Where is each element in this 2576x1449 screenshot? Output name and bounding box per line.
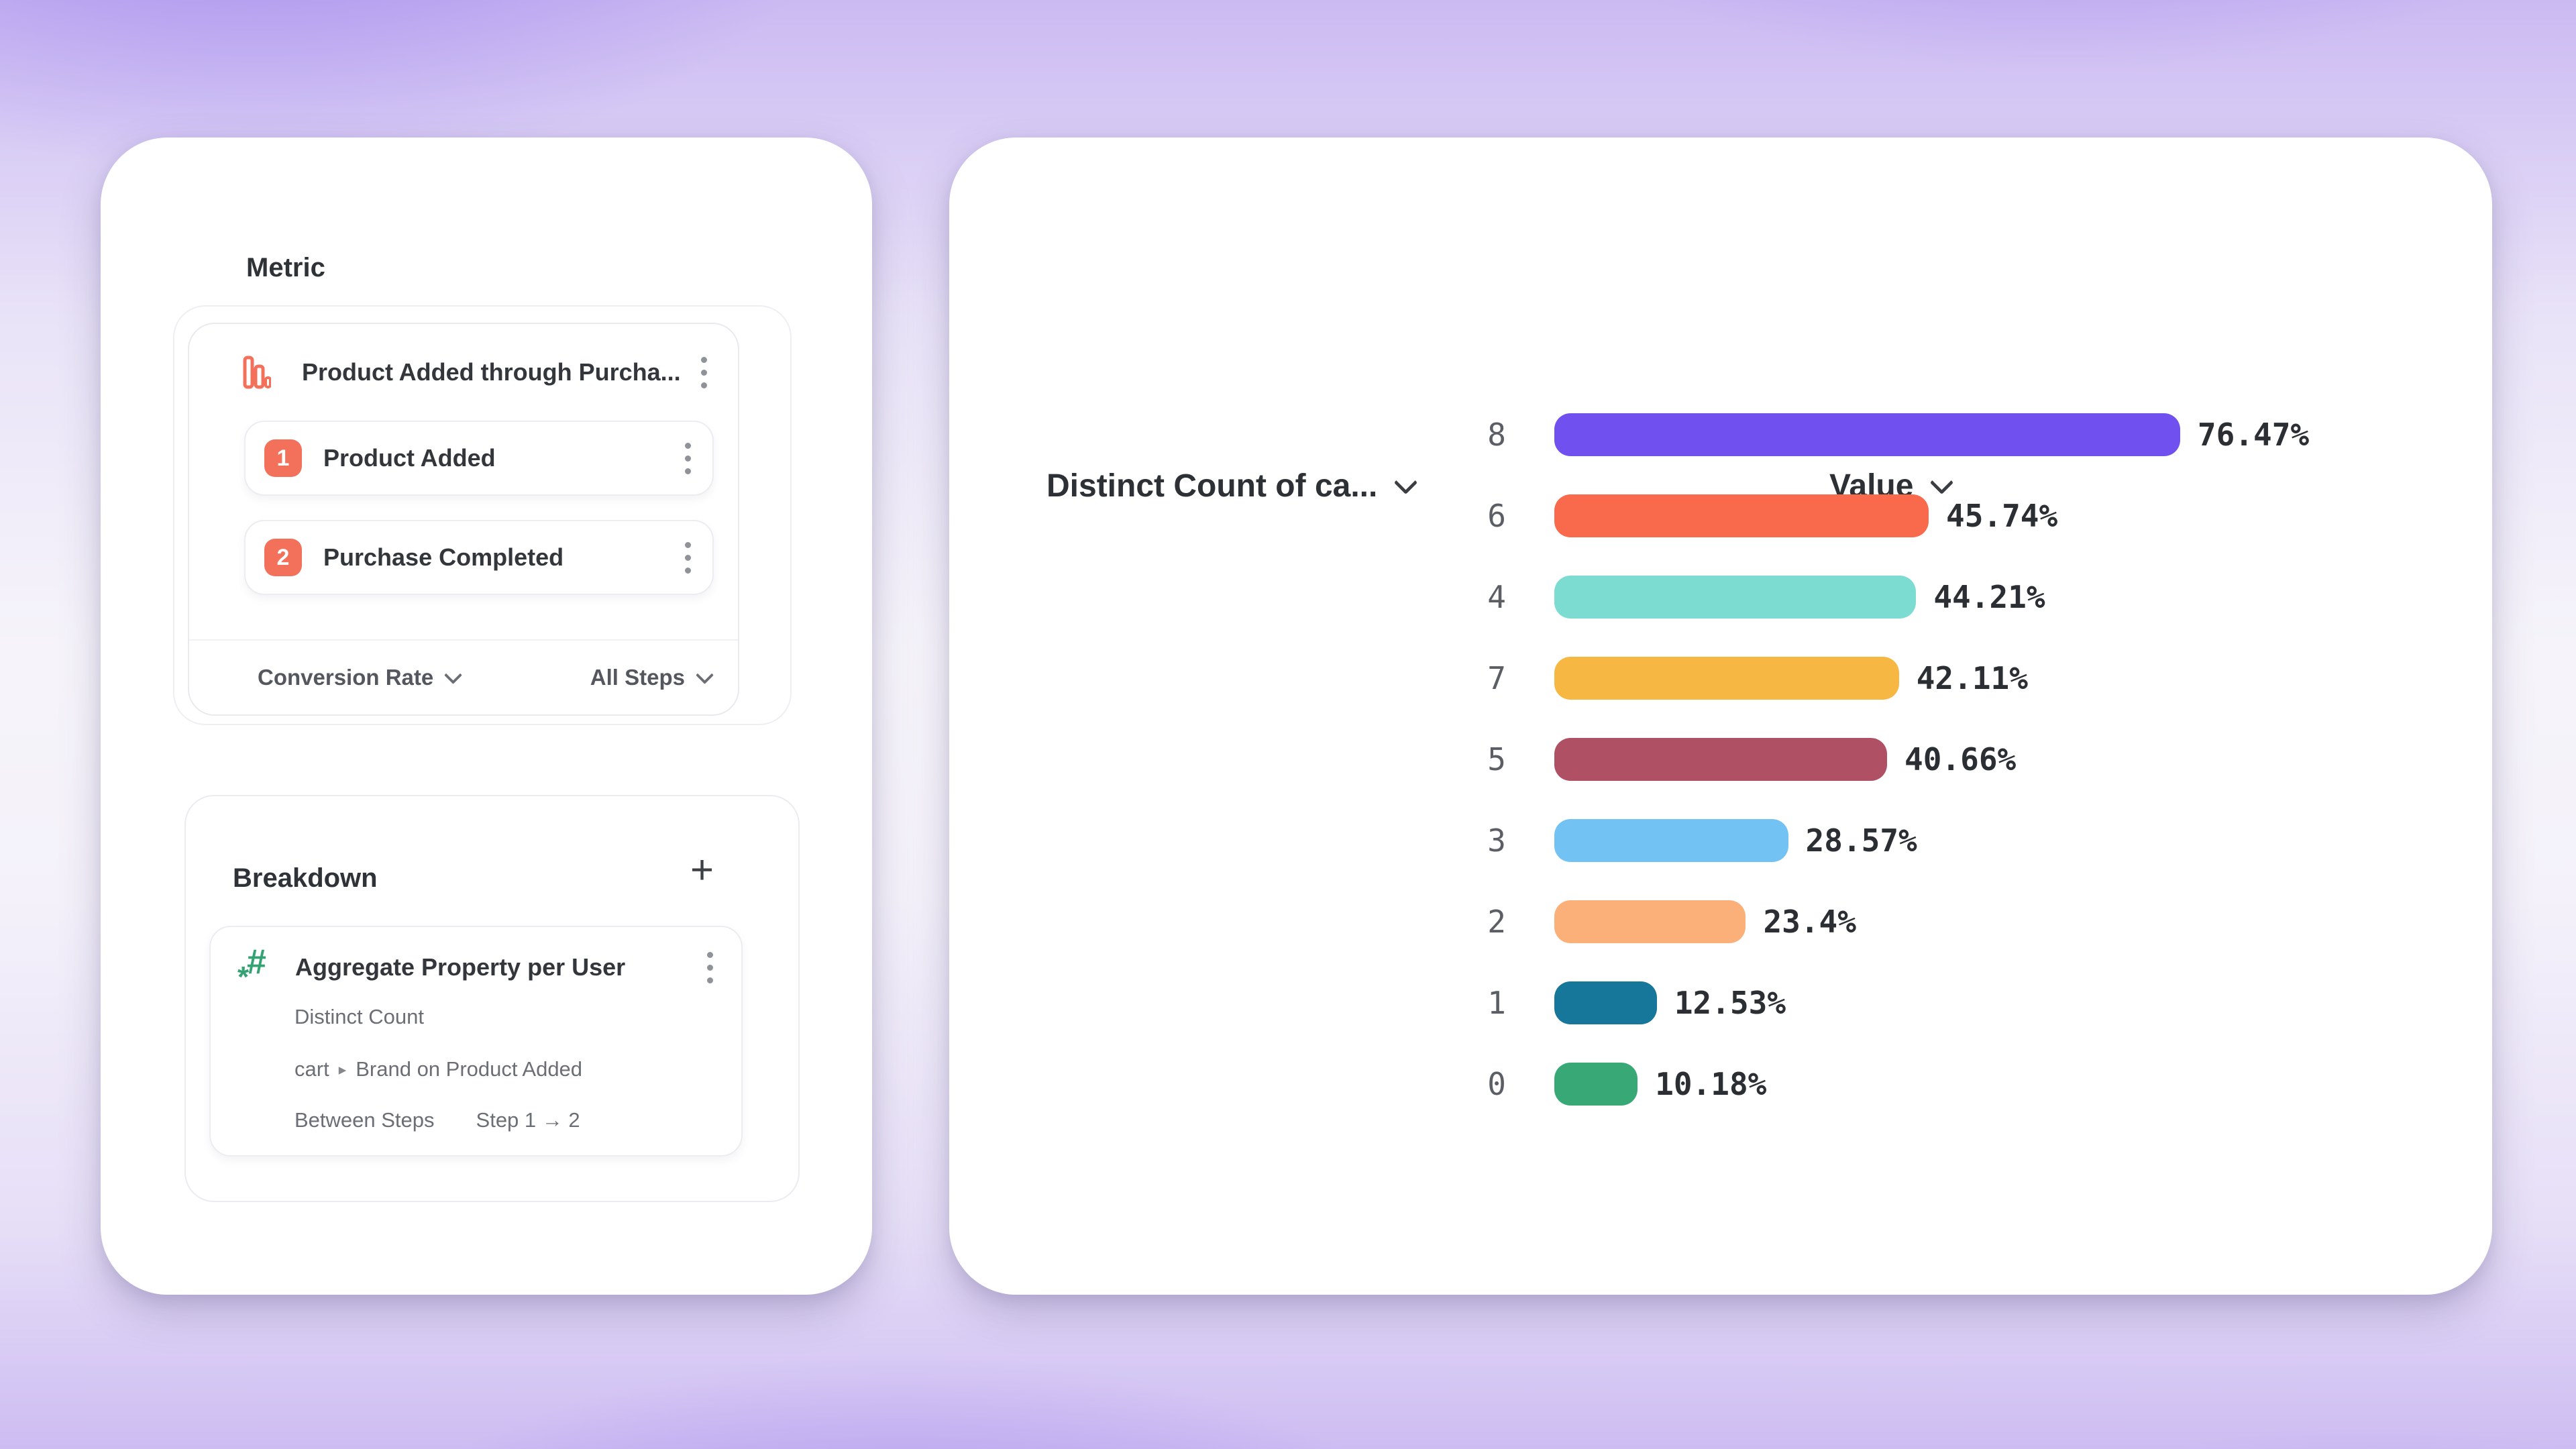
all-steps-label: All Steps xyxy=(590,665,685,690)
property-event: cart xyxy=(294,1057,329,1081)
metric-event-name: Product Added through Purcha... xyxy=(302,358,681,386)
category-column-header[interactable]: Distinct Count of ca... xyxy=(1046,468,1418,504)
category-label: 4 xyxy=(1487,578,1506,615)
chart-row: 0 10.18% xyxy=(949,1043,2492,1124)
value-label: 42.11% xyxy=(1916,659,2028,696)
chart-row: 7 42.11% xyxy=(949,637,2492,718)
numeric-property-icon: # * xyxy=(237,943,266,994)
breakdown-item-name: Aggregate Property per User xyxy=(295,953,626,981)
kebab-menu-icon[interactable] xyxy=(680,437,696,480)
value-bar[interactable] xyxy=(1554,575,1917,619)
value-bar[interactable] xyxy=(1554,981,1657,1024)
kebab-menu-icon[interactable] xyxy=(680,537,696,579)
value-label: 23.4% xyxy=(1763,903,1856,940)
breakdown-timing[interactable]: Between Steps Step 1 → 2 xyxy=(294,1108,580,1132)
chart-row: 5 40.66% xyxy=(949,718,2492,800)
value-bar[interactable] xyxy=(1554,656,1899,700)
funnel-chart-icon xyxy=(243,356,271,389)
category-label: 7 xyxy=(1487,659,1506,696)
breakdown-item-card[interactable]: # * Aggregate Property per User Distinct … xyxy=(209,926,743,1157)
kebab-menu-icon[interactable] xyxy=(702,947,718,989)
add-breakdown-button[interactable]: + xyxy=(690,847,714,892)
metric-card: Product Added through Purcha... 1 Produc… xyxy=(188,323,739,716)
value-bar[interactable] xyxy=(1554,1062,1638,1106)
metric-event-row[interactable]: Product Added through Purcha... xyxy=(189,324,738,421)
category-label: 3 xyxy=(1487,822,1506,859)
metric-card-stack: Product Added through Purcha... 1 Produc… xyxy=(173,305,792,725)
category-label: 5 xyxy=(1487,741,1506,777)
chevron-down-icon xyxy=(696,665,714,684)
breakdown-aggregation[interactable]: Distinct Count xyxy=(294,1005,424,1028)
query-builder-panel: Metric Product Added through Purcha... 1… xyxy=(101,138,872,1295)
metric-footer: Conversion Rate All Steps xyxy=(189,639,738,714)
kebab-menu-icon[interactable] xyxy=(696,352,712,394)
value-bar[interactable] xyxy=(1554,900,1746,943)
conversion-rate-label: Conversion Rate xyxy=(258,665,434,690)
metric-section-title: Metric xyxy=(246,253,325,282)
value-label: 45.74% xyxy=(1946,497,2058,534)
value-bar[interactable] xyxy=(1554,818,1788,862)
value-label: 12.53% xyxy=(1674,984,1786,1021)
value-label: 40.66% xyxy=(1904,741,2017,777)
breakdown-section-title: Breakdown xyxy=(233,863,378,893)
chart-rows: 8 76.47% 6 45.74% 4 44.21% 7 42.11% 5 40.66% 3 28.5… xyxy=(949,394,2492,1124)
category-label: 1 xyxy=(1487,984,1506,1021)
value-bar[interactable] xyxy=(1554,494,1929,537)
breakdown-section: Breakdown + # * Aggregate Property per Us… xyxy=(184,795,800,1202)
value-label: 44.21% xyxy=(1933,578,2045,615)
category-label: 0 xyxy=(1487,1065,1506,1102)
property-separator-icon: ▸ xyxy=(338,1060,347,1078)
step-event-label: Purchase Completed xyxy=(323,543,564,571)
breakdown-property[interactable]: cart ▸ Brand on Product Added xyxy=(294,1057,582,1081)
breakdown-item-header: # * Aggregate Property per User xyxy=(237,943,718,994)
all-steps-dropdown[interactable]: All Steps xyxy=(590,665,714,690)
conversion-rate-dropdown[interactable]: Conversion Rate xyxy=(258,665,463,690)
chart-row: 3 28.57% xyxy=(949,800,2492,881)
chart-row: 6 45.74% xyxy=(949,475,2492,556)
step-number-badge: 2 xyxy=(264,539,302,576)
chart-row: 2 23.4% xyxy=(949,881,2492,962)
step-event-label: Product Added xyxy=(323,444,496,472)
chart-panel: Distinct Count of ca... Value 8 76.47% 6 45… xyxy=(949,138,2492,1295)
category-label: 6 xyxy=(1487,497,1506,534)
chart-row: 1 12.53% xyxy=(949,962,2492,1043)
category-label: 2 xyxy=(1487,903,1506,940)
timing-value: Step 1 → 2 xyxy=(476,1108,580,1132)
property-name: Brand on Product Added xyxy=(356,1057,583,1081)
value-label: 10.18% xyxy=(1655,1065,1767,1102)
value-bar[interactable] xyxy=(1554,737,1888,781)
chart-row: 8 76.47% xyxy=(949,394,2492,475)
timing-label: Between Steps xyxy=(294,1108,435,1132)
value-label: 28.57% xyxy=(1805,822,1917,859)
step-number-badge: 1 xyxy=(264,439,302,477)
chevron-down-icon xyxy=(444,665,463,684)
funnel-step-row[interactable]: 1 Product Added xyxy=(244,421,714,496)
value-label: 76.47% xyxy=(2197,416,2310,453)
value-bar[interactable] xyxy=(1554,413,2180,456)
funnel-step-row[interactable]: 2 Purchase Completed xyxy=(244,520,714,595)
chart-row: 4 44.21% xyxy=(949,556,2492,637)
category-label: 8 xyxy=(1487,416,1506,453)
